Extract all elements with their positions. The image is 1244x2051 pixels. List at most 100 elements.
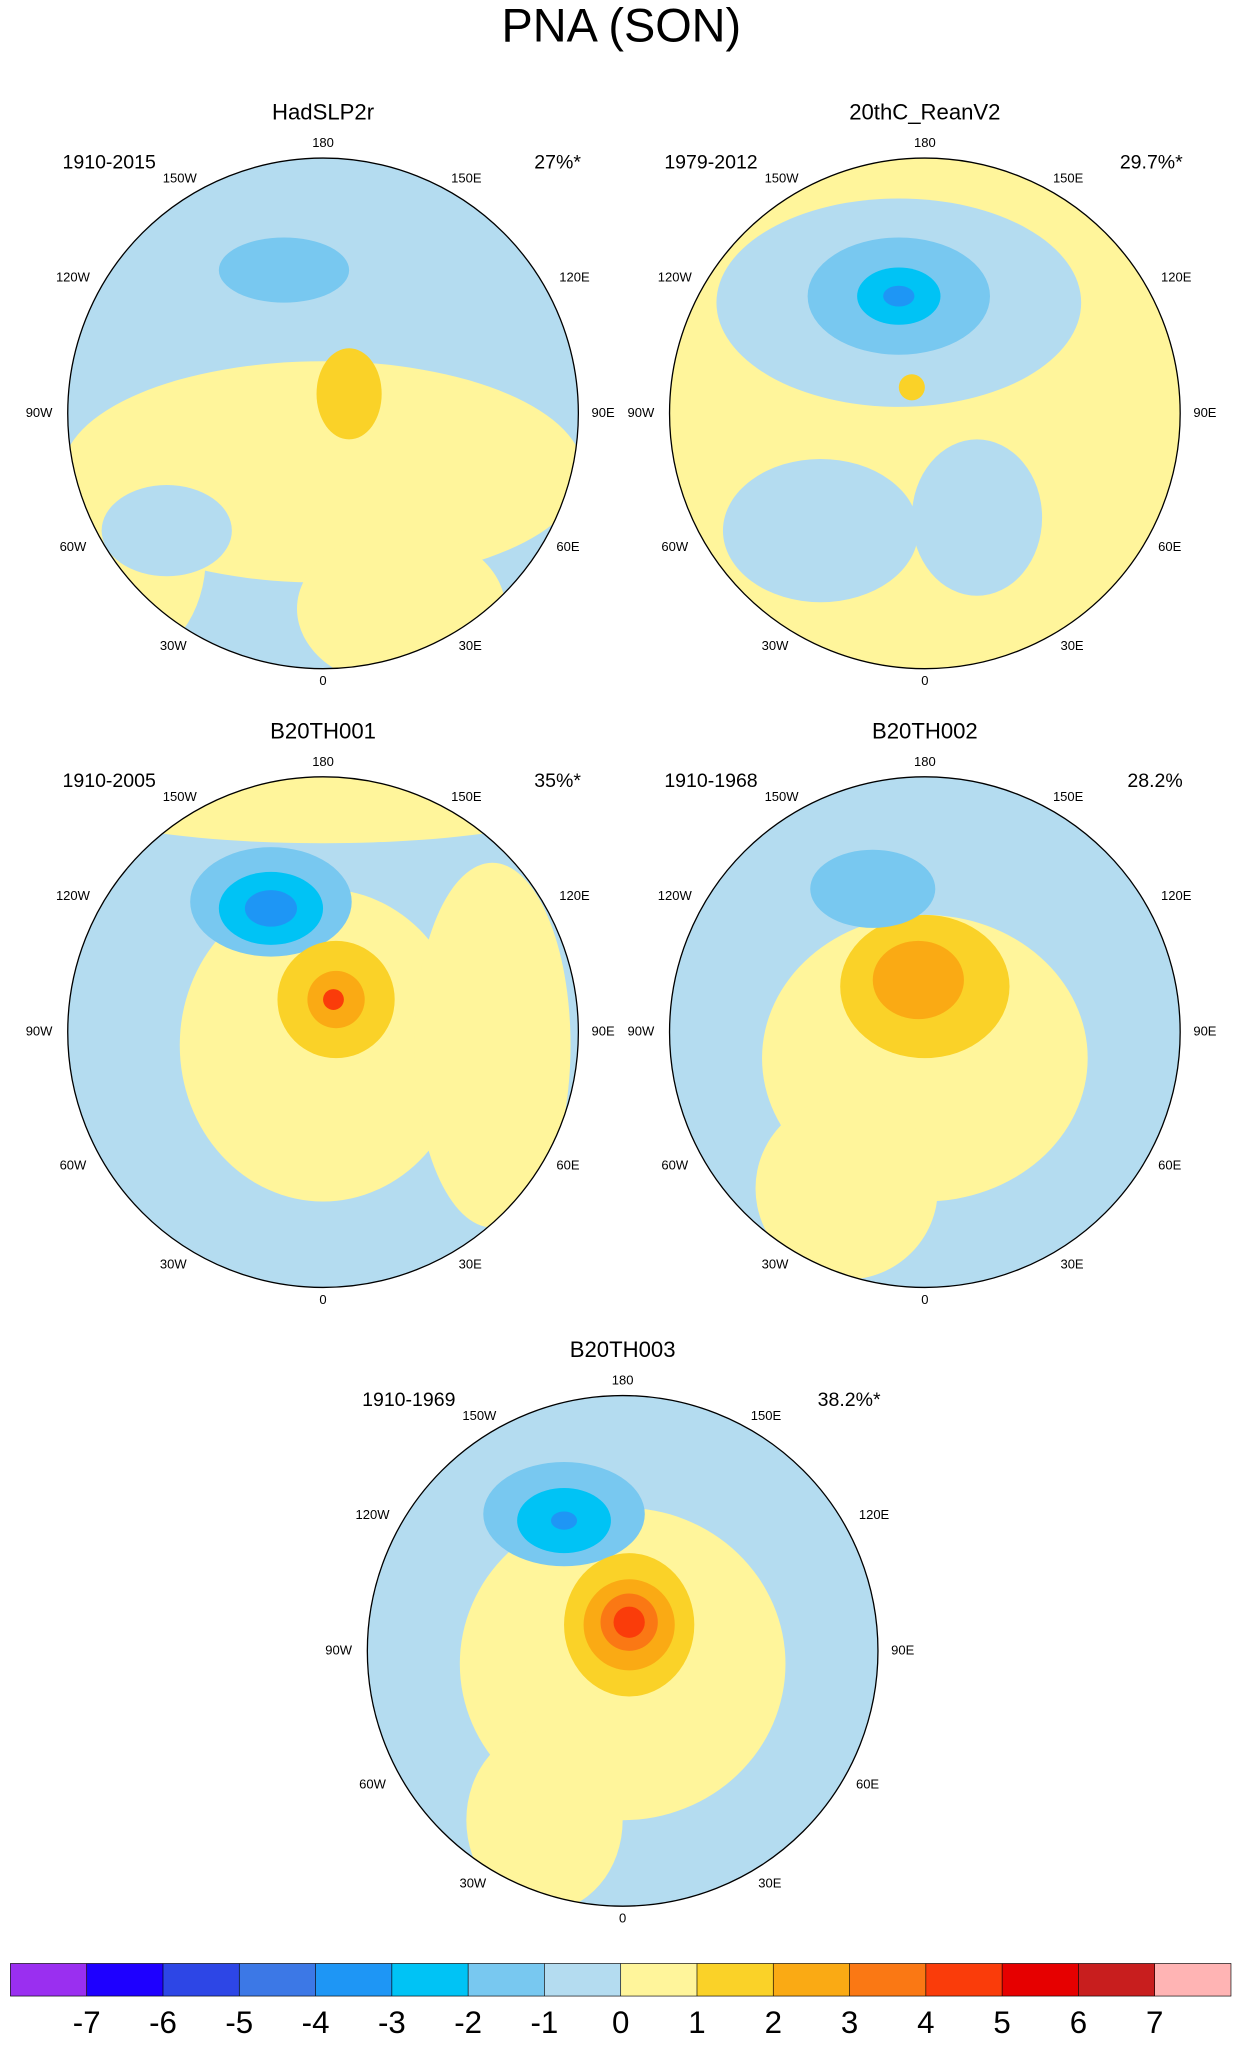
longitude-label: 30W <box>160 638 187 653</box>
map-panel: B20TH003 1910-1969 38.2%* 180 150W 150E 120W 12… <box>325 1337 914 1926</box>
longitude-label: 30W <box>762 638 789 653</box>
panel-title: B20TH003 <box>570 1337 676 1362</box>
map-field <box>367 1395 878 1907</box>
longitude-label: 30E <box>459 638 482 653</box>
longitude-label: 150W <box>163 789 198 804</box>
map-field <box>67 776 579 1288</box>
colorbar-swatch <box>1002 1963 1079 1997</box>
colorbar-swatch <box>620 1963 697 1997</box>
colorbar-swatch <box>468 1963 545 1997</box>
longitude-label: 90E <box>592 405 615 420</box>
longitude-label: 120W <box>356 1507 391 1522</box>
map-border <box>668 157 1181 670</box>
longitude-label: 150W <box>462 1408 497 1423</box>
longitude-label: 90W <box>26 405 53 420</box>
longitude-label: 90W <box>628 1024 655 1039</box>
map-border <box>67 157 580 670</box>
longitude-label: 30W <box>459 1875 486 1890</box>
anomaly-contour <box>101 485 232 577</box>
longitude-label: 60W <box>661 1158 688 1173</box>
longitude-label: 150E <box>1053 170 1084 185</box>
longitude-label: 150E <box>451 170 482 185</box>
longitude-label: 60W <box>359 1776 386 1791</box>
panel-title: B20TH001 <box>270 718 376 743</box>
longitude-label: 120E <box>1161 888 1192 903</box>
longitude-label: 60E <box>1158 539 1181 554</box>
anomaly-contour <box>466 1729 623 1907</box>
anomaly-contour <box>414 862 571 1228</box>
longitude-label: 150W <box>765 789 800 804</box>
colorbar-swatch <box>1154 1963 1231 1997</box>
colorbar-label: -3 <box>378 2005 406 2040</box>
map-border <box>366 1394 879 1907</box>
longitude-label: 150E <box>451 789 482 804</box>
longitude-label: 120E <box>559 888 590 903</box>
longitude-label: 90E <box>891 1642 914 1657</box>
panel-period: 1979-2012 <box>664 151 757 173</box>
longitude-label: 120E <box>1161 269 1192 284</box>
panel-title: HadSLP2r <box>272 100 374 125</box>
longitude-label: 30W <box>160 1257 187 1272</box>
colorbar-label: 4 <box>917 2005 934 2040</box>
colorbar-swatch <box>10 1963 87 1997</box>
panel-variance: 35%* <box>534 770 581 792</box>
colorbar-swatch <box>544 1963 621 1997</box>
longitude-label: 0 <box>619 1911 626 1926</box>
colorbar-label: -2 <box>454 2005 482 2040</box>
panel-period: 1910-2005 <box>63 770 156 792</box>
anomaly-contour <box>67 776 579 844</box>
colorbar-swatch <box>849 1963 926 1997</box>
longitude-label: 120W <box>658 888 693 903</box>
colorbar-label: 5 <box>993 2005 1010 2040</box>
longitude-label: 60E <box>556 1158 579 1173</box>
colorbar-swatch <box>925 1963 1003 1997</box>
longitude-label: 120W <box>56 888 91 903</box>
longitude-label: 30W <box>762 1257 789 1272</box>
anomaly-contour <box>883 285 915 307</box>
colorbar-swatch <box>162 1963 240 1997</box>
longitude-label: 60W <box>60 539 87 554</box>
figure-title: PNA (SON) <box>502 0 742 51</box>
longitude-label: 120W <box>658 269 693 284</box>
colorbar-label: 2 <box>765 2005 782 2040</box>
anomaly-contour <box>872 940 964 1020</box>
anomaly-contour <box>244 890 297 927</box>
longitude-label: 180 <box>612 1373 634 1388</box>
map-field <box>669 158 1181 669</box>
panel-variance: 27%* <box>534 151 581 173</box>
panel-period: 1910-2015 <box>63 151 156 173</box>
longitude-label: 0 <box>319 673 326 688</box>
longitude-label: 90E <box>1193 405 1216 420</box>
colorbar-label: -1 <box>531 2005 559 2040</box>
colorbar-label: 0 <box>612 2005 629 2040</box>
longitude-label: 150E <box>1053 789 1084 804</box>
colorbar-swatch <box>1078 1963 1155 1997</box>
colorbar-swatch <box>773 1963 850 1997</box>
map-border <box>67 776 580 1289</box>
longitude-label: 60E <box>856 1776 879 1791</box>
anomaly-contour <box>551 1511 578 1530</box>
panel-variance: 28.2% <box>1127 770 1182 792</box>
anomaly-contour <box>323 989 344 1010</box>
longitude-label: 90W <box>325 1642 352 1657</box>
longitude-label: 90W <box>628 405 655 420</box>
colorbar-label: -4 <box>302 2005 330 2040</box>
colorbar-swatch <box>86 1963 163 1997</box>
longitude-label: 120E <box>859 1507 890 1522</box>
longitude-label: 150E <box>751 1408 782 1423</box>
panel-title: 20thC_ReanV2 <box>849 100 1000 125</box>
longitude-label: 30E <box>1060 1257 1083 1272</box>
longitude-label: 120W <box>56 269 91 284</box>
longitude-label: 180 <box>312 135 334 150</box>
colorbar-swatch <box>696 1963 774 1997</box>
anomaly-contour <box>898 374 925 401</box>
longitude-label: 0 <box>319 1292 326 1307</box>
colorbar-swatch <box>239 1963 316 1997</box>
longitude-label: 0 <box>921 1292 928 1307</box>
map-border <box>668 776 1181 1289</box>
colorbar-label: 6 <box>1070 2005 1087 2040</box>
map-panel: B20TH001 1910-2005 35%* 180 150W 150E 120W 120E… <box>26 718 615 1307</box>
anomaly-contour <box>755 1097 938 1280</box>
longitude-label: 150W <box>765 170 800 185</box>
